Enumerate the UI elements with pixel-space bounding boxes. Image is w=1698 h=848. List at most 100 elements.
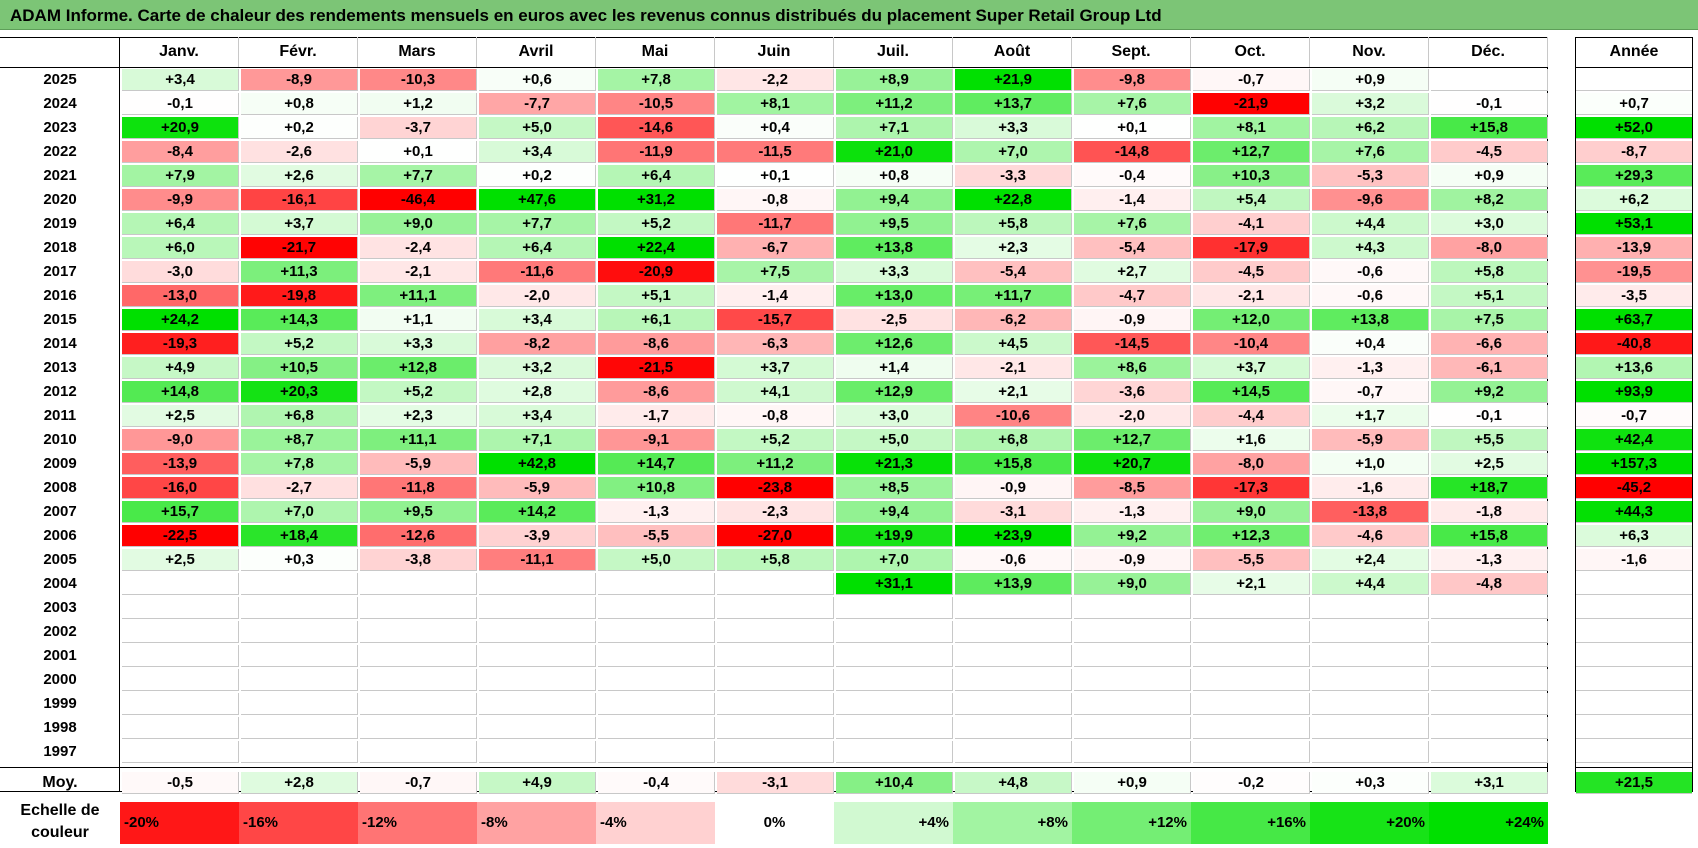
heatmap-cell: +6,8 [241, 405, 358, 427]
heatmap-cell: -1,4 [717, 285, 834, 307]
average-cell: -0,4 [598, 772, 715, 794]
heatmap-cell: -2,6 [241, 141, 358, 163]
header-divider [0, 67, 1548, 68]
heatmap-cell: +9,4 [836, 501, 953, 523]
heatmap-cell: +11,2 [836, 93, 953, 115]
heatmap-cell: +3,4 [479, 309, 596, 331]
heatmap-cell [122, 693, 239, 715]
average-cell: -3,1 [717, 772, 834, 794]
heatmap-cell [955, 597, 1072, 619]
heatmap-cell: -9,1 [598, 429, 715, 451]
heatmap-cell: -1,4 [1074, 189, 1191, 211]
heatmap-cell: -3,8 [360, 549, 477, 571]
heatmap-cell: +1,0 [1312, 453, 1429, 475]
heatmap-cell: -6,2 [955, 309, 1072, 331]
annual-cell: +29,3 [1576, 165, 1692, 187]
heatmap-cell: -21,9 [1193, 93, 1310, 115]
heatmap-cell [717, 717, 834, 739]
heatmap-cell [1431, 597, 1548, 619]
heatmap-cell: +22,8 [955, 189, 1072, 211]
page-title: ADAM Informe. Carte de chaleur des rende… [10, 6, 1162, 25]
average-divider [0, 767, 1548, 768]
heatmap-cell: +3,3 [955, 117, 1072, 139]
heatmap-cell: +1,2 [360, 93, 477, 115]
average-cell: -0,5 [122, 772, 239, 794]
heatmap-cell: +13,9 [955, 573, 1072, 595]
heatmap-cell: +5,2 [241, 333, 358, 355]
year-label: 2011 [43, 407, 77, 424]
heatmap-cell [479, 573, 596, 595]
heatmap-cell: +8,1 [717, 93, 834, 115]
month-header: Févr. [239, 37, 358, 67]
heatmap-cell: -17,9 [1193, 237, 1310, 259]
heatmap-cell: -3,3 [955, 165, 1072, 187]
month-header: Oct. [1191, 37, 1310, 67]
month-header: Août [953, 37, 1072, 67]
heatmap-cell [241, 573, 358, 595]
average-cell: -0,2 [1193, 772, 1310, 794]
year-label: 2021 [43, 167, 77, 184]
heatmap-cell [1074, 645, 1191, 667]
heatmap-cell: +2,5 [122, 549, 239, 571]
heatmap-cell: +3,4 [122, 69, 239, 91]
annual-average-divider [1576, 767, 1692, 768]
heatmap-cell: +4,4 [1312, 573, 1429, 595]
heatmap-cell: +2,6 [241, 165, 358, 187]
heatmap-cell: +2,7 [1074, 261, 1191, 283]
heatmap-cell [1431, 69, 1548, 91]
heatmap-cell [598, 669, 715, 691]
month-header: Sept. [1072, 37, 1191, 67]
heatmap-cell [122, 573, 239, 595]
heatmap-cell: -8,5 [1074, 477, 1191, 499]
heatmap-cell: -0,9 [955, 477, 1072, 499]
heatmap-cell: +7,8 [598, 69, 715, 91]
heatmap-cell: -5,9 [360, 453, 477, 475]
heatmap-cell: +5,5 [1431, 429, 1548, 451]
heatmap-cell: +5,8 [955, 213, 1072, 235]
heatmap-cell: +7,8 [241, 453, 358, 475]
heatmap-cell: -14,5 [1074, 333, 1191, 355]
heatmap-cell [717, 573, 834, 595]
heatmap-cell: +0,9 [1431, 165, 1548, 187]
heatmap-cell [241, 669, 358, 691]
heatmap-cell [1431, 621, 1548, 643]
heatmap-cell: +24,2 [122, 309, 239, 331]
scale-swatch: +20% [1310, 802, 1429, 844]
heatmap-cell: -1,8 [1431, 501, 1548, 523]
heatmap-cell: +9,4 [836, 189, 953, 211]
heatmap-cell: -16,1 [241, 189, 358, 211]
heatmap-cell: +12,3 [1193, 525, 1310, 547]
annual-cell: +52,0 [1576, 117, 1692, 139]
annual-header-divider [1576, 67, 1692, 68]
heatmap-cell: +31,2 [598, 189, 715, 211]
heatmap-cell: -3,0 [122, 261, 239, 283]
heatmap-cell: +0,9 [1312, 69, 1429, 91]
heatmap-cell: -1,3 [1312, 357, 1429, 379]
heatmap-cell: -10,6 [955, 405, 1072, 427]
heatmap-cell: +2,1 [1193, 573, 1310, 595]
heatmap-cell: +3,0 [1431, 213, 1548, 235]
heatmap-cell: -8,0 [1193, 453, 1310, 475]
heatmap-cell [1431, 717, 1548, 739]
heatmap-cell: -1,3 [598, 501, 715, 523]
heatmap-cell: -1,7 [598, 405, 715, 427]
annual-cell: +6,2 [1576, 189, 1692, 211]
heatmap-cell [1193, 717, 1310, 739]
heatmap-cell: +9,2 [1074, 525, 1191, 547]
heatmap-cell [836, 645, 953, 667]
heatmap-cell: -0,6 [1312, 285, 1429, 307]
heatmap-cell [717, 645, 834, 667]
heatmap-cell: +5,2 [717, 429, 834, 451]
heatmap-cell: +0,4 [717, 117, 834, 139]
year-label: 2022 [43, 143, 77, 160]
heatmap-cell: -5,4 [1074, 237, 1191, 259]
heatmap-cell: +20,3 [241, 381, 358, 403]
heatmap-cell: +9,2 [1431, 381, 1548, 403]
heatmap-cell: -6,6 [1431, 333, 1548, 355]
heatmap-cell: -17,3 [1193, 477, 1310, 499]
year-label: 2004 [43, 575, 77, 592]
month-header: Déc. [1429, 37, 1548, 67]
heatmap-cell: +2,5 [122, 405, 239, 427]
heatmap-cell: -8,4 [122, 141, 239, 163]
heatmap-cell [241, 621, 358, 643]
